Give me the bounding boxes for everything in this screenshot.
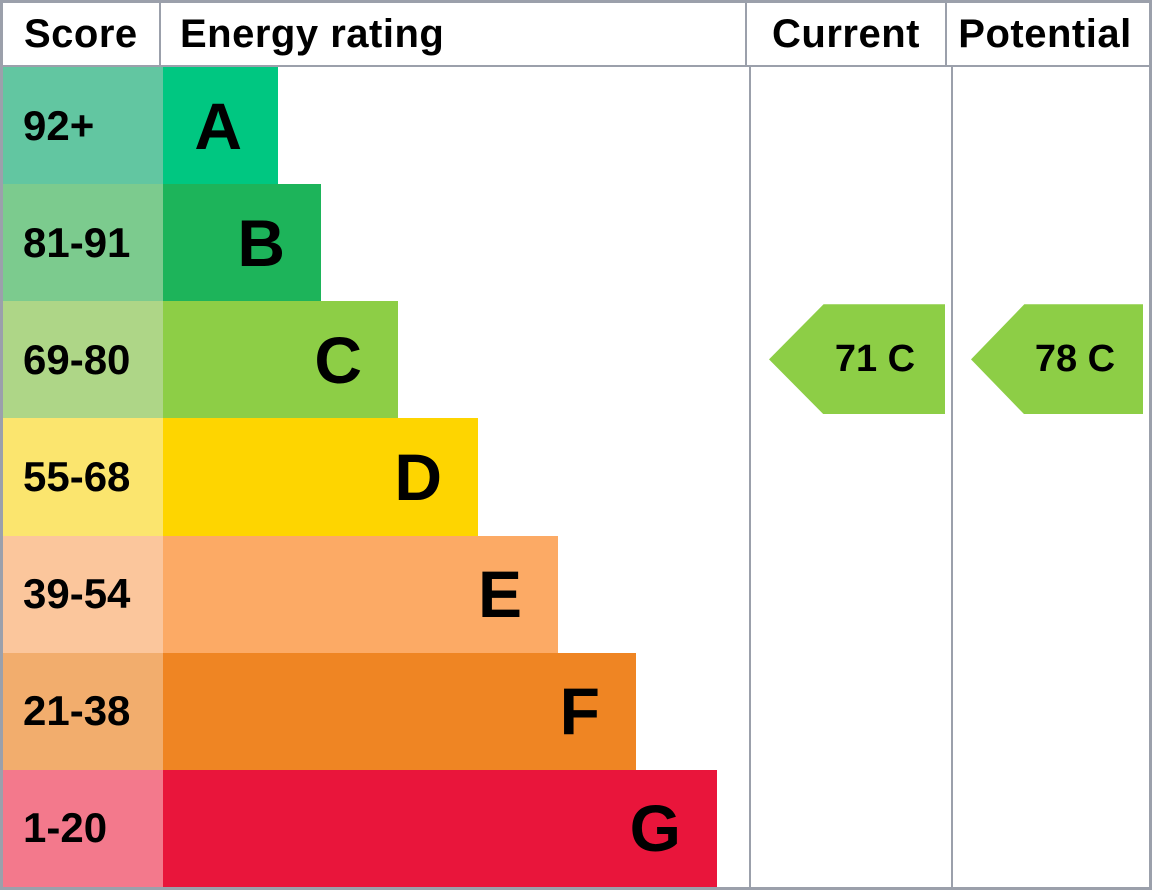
chart-body: 92+ A 81-91 B 69-80 C 55-68 D 39-54 E 21… [3, 67, 1149, 887]
band-letter: F [559, 674, 600, 749]
rating-band-row: 39-54 E [3, 535, 749, 653]
band-score-range: 92+ [3, 67, 163, 185]
rating-band-row: 21-38 F [3, 652, 749, 770]
current-rating-arrow: 71 C [769, 304, 945, 415]
band-score-range: 55-68 [3, 418, 163, 536]
chart-header-row: Score Energy rating Current Potential [3, 3, 1149, 67]
band-score-range: 1-20 [3, 769, 163, 887]
header-current: Current [747, 3, 947, 65]
rating-bands: 92+ A 81-91 B 69-80 C 55-68 D 39-54 E 21… [3, 67, 749, 887]
header-potential: Potential [958, 11, 1132, 56]
rating-band-row: 81-91 B [3, 184, 749, 302]
rating-band-row: 92+ A [3, 67, 749, 185]
band-bar: D [163, 418, 478, 536]
band-score-range: 21-38 [3, 652, 163, 770]
band-letter: D [394, 439, 442, 514]
band-letter: C [314, 322, 362, 397]
header-score: Score [3, 3, 161, 65]
potential-rating-arrow: 78 C [971, 304, 1143, 415]
band-bar: F [163, 652, 636, 770]
rating-band-row: 55-68 D [3, 418, 749, 536]
band-bar: A [163, 67, 278, 185]
header-energy-rating: Energy rating [161, 3, 747, 65]
band-bar: B [163, 184, 321, 302]
band-letter: A [194, 88, 242, 163]
band-bar: E [163, 535, 558, 653]
potential-rating-label: 78 C [1034, 337, 1116, 380]
rating-band-row: 1-20 G [3, 769, 749, 887]
rating-band-row: 69-80 C [3, 301, 749, 419]
potential-column: 78 C [951, 67, 1149, 887]
band-letter: B [237, 205, 285, 280]
band-score-range: 69-80 [3, 301, 163, 419]
current-rating-label: 71 C [834, 337, 916, 380]
band-bar: C [163, 301, 398, 419]
current-column: 71 C [749, 67, 951, 887]
band-bar: G [163, 769, 717, 887]
band-score-range: 81-91 [3, 184, 163, 302]
band-letter: G [629, 791, 681, 866]
band-score-range: 39-54 [3, 535, 163, 653]
band-letter: E [477, 557, 522, 632]
